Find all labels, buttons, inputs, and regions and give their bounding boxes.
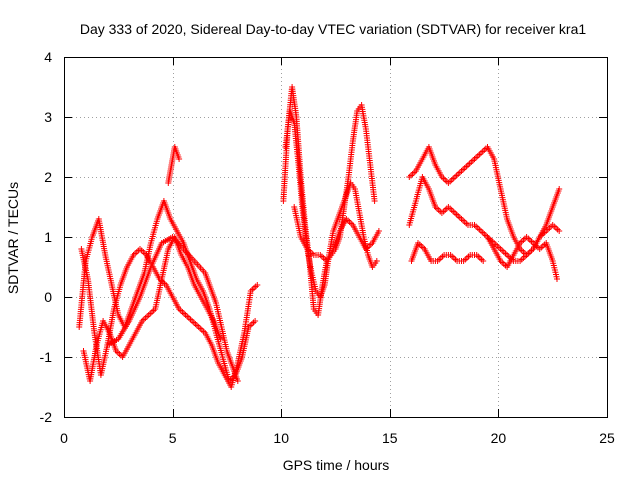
data-points (76, 84, 563, 390)
data-point (217, 336, 224, 342)
y-tick-label: -1 (40, 349, 53, 365)
x-tick-label: 10 (273, 430, 289, 446)
data-point (375, 228, 382, 234)
y-axis-label: SDTVAR / TECUs (5, 182, 21, 294)
y-tick-labels: -2 -1 0 1 2 3 4 (40, 49, 53, 425)
x-tick-label: 15 (382, 430, 398, 446)
y-tick-label: 3 (44, 109, 52, 125)
data-point (556, 228, 563, 234)
y-tick-label: 4 (44, 49, 52, 65)
y-tick-label: 1 (44, 229, 52, 245)
data-point (373, 258, 380, 264)
data-point (480, 258, 487, 264)
data-point (556, 186, 563, 192)
plot-frame (64, 57, 608, 418)
x-axis-label: GPS time / hours (283, 457, 390, 473)
chart-title: Day 333 of 2020, Sidereal Day-to-day VTE… (80, 21, 586, 37)
y-tick-label: -2 (40, 409, 53, 425)
x-tick-label: 20 (491, 430, 507, 446)
data-point (254, 282, 261, 288)
data-point (234, 378, 241, 384)
y-tick-label: 2 (44, 169, 52, 185)
y-tick-label: 0 (44, 289, 52, 305)
x-tick-label: 0 (60, 430, 68, 446)
data-point (371, 198, 378, 204)
x-tick-label: 5 (169, 430, 177, 446)
data-point (554, 276, 560, 282)
x-tick-label: 25 (599, 430, 615, 446)
data-point (252, 318, 259, 324)
x-tick-labels: 0 5 10 15 20 25 (60, 430, 615, 446)
data-point (176, 156, 183, 162)
